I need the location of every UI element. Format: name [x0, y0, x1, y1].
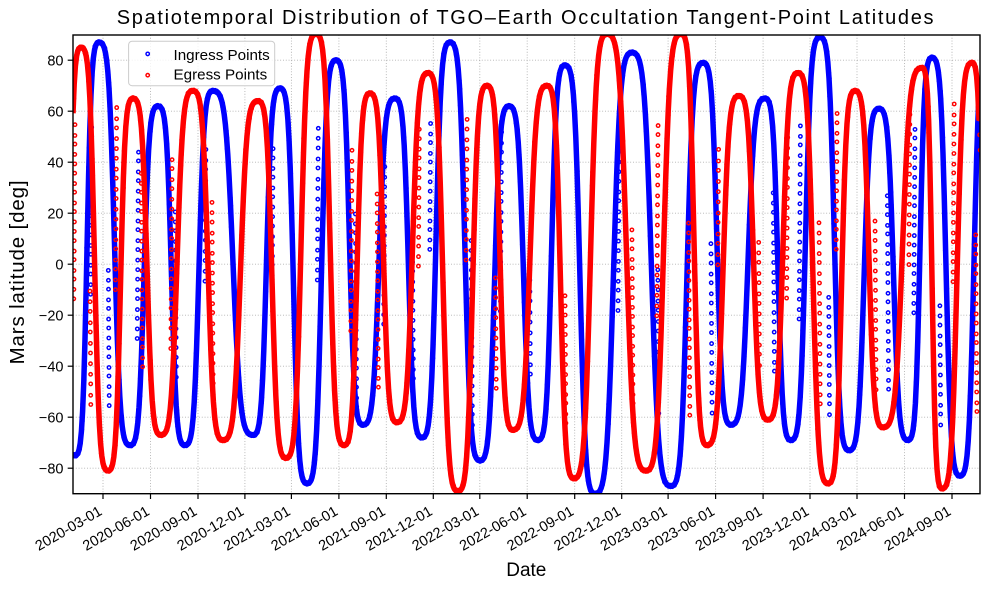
svg-text:−40: −40	[39, 359, 64, 375]
svg-text:−60: −60	[39, 410, 64, 426]
svg-text:Date: Date	[506, 560, 546, 581]
svg-text:80: 80	[47, 53, 63, 69]
svg-text:Egress Points: Egress Points	[174, 67, 268, 84]
svg-text:Spatiotemporal Distribution of: Spatiotemporal Distribution of TGO–Earth…	[117, 7, 935, 29]
svg-text:0: 0	[55, 257, 63, 273]
svg-text:40: 40	[47, 155, 63, 171]
svg-text:Mars latitude [deg]: Mars latitude [deg]	[6, 180, 29, 365]
svg-text:20: 20	[47, 206, 63, 222]
svg-text:Ingress Points: Ingress Points	[174, 47, 271, 64]
svg-text:−20: −20	[39, 308, 64, 324]
svg-text:60: 60	[47, 104, 63, 120]
svg-text:−80: −80	[39, 461, 64, 477]
